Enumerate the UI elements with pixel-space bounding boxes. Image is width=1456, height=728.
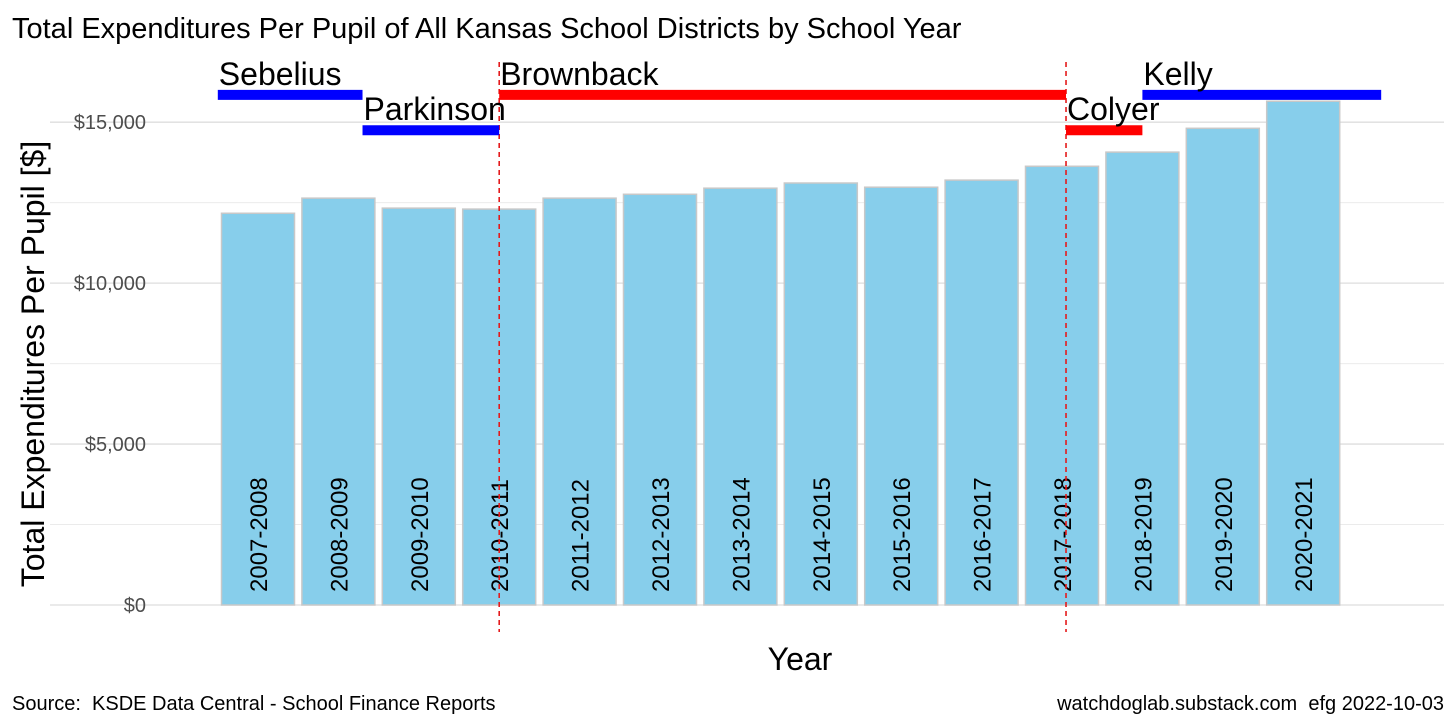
credit-note: watchdoglab.substack.com efg 2022-10-03 — [1056, 693, 1444, 715]
y-tick-label: $5,000 — [85, 434, 146, 456]
x-tick-label: 2014-2015 — [809, 477, 836, 592]
bar — [863, 186, 939, 606]
x-tick-label: 2018-2019 — [1130, 477, 1157, 592]
x-tick-label: 2019-2020 — [1211, 477, 1238, 592]
x-tick-label: 2008-2009 — [326, 477, 353, 592]
chart-title: Total Expenditures Per Pupil of All Kans… — [12, 13, 962, 45]
x-tick-label: 2020-2021 — [1291, 477, 1318, 592]
x-tick-label: 2012-2013 — [648, 477, 675, 592]
x-axis-label: Year — [768, 641, 833, 677]
bar — [220, 212, 296, 606]
x-tick-label: 2016-2017 — [970, 477, 997, 592]
bar — [944, 179, 1019, 606]
bar — [1105, 151, 1180, 606]
x-tick-label: 2013-2014 — [728, 477, 755, 592]
x-tick-label: 2015-2016 — [889, 477, 916, 592]
x-tick-label: 2007-2008 — [246, 477, 273, 592]
y-axis-label: Total Expenditures Per Pupil [$] — [15, 141, 51, 587]
y-tick-label: $10,000 — [74, 273, 146, 295]
source-note: Source: KSDE Data Central - School Finan… — [12, 693, 496, 715]
bar — [381, 207, 457, 606]
x-tick-label: 2010-2011 — [487, 479, 514, 592]
governor-label: Parkinson — [364, 91, 506, 127]
y-tick-label: $0 — [124, 595, 146, 617]
bar — [622, 193, 698, 606]
governor-label: Kelly — [1143, 56, 1212, 92]
bar — [1185, 127, 1261, 606]
y-tick-label: $15,000 — [74, 112, 146, 134]
bar — [1265, 100, 1341, 606]
bar — [703, 187, 778, 606]
governor-label: Brownback — [500, 56, 659, 92]
bar — [542, 197, 617, 606]
x-tick-label: 2009-2010 — [407, 477, 434, 592]
bar — [783, 182, 859, 606]
bar — [301, 197, 376, 606]
x-tick-label: 2011-2012 — [568, 479, 595, 592]
governor-label: Sebelius — [219, 56, 342, 92]
x-tick-label: 2017-2018 — [1050, 477, 1077, 592]
bar — [1024, 165, 1100, 606]
